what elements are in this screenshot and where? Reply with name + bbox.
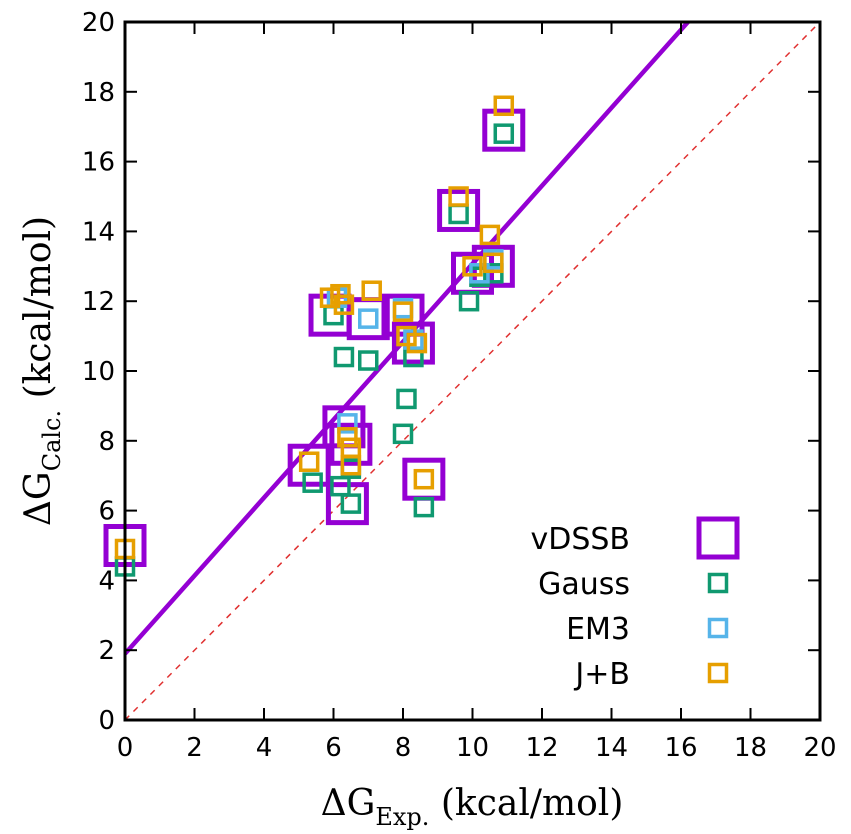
legend-label: Gauss [538, 567, 630, 602]
point-j-b [298, 451, 320, 472]
point-j-b [392, 301, 414, 322]
point-gauss [392, 423, 414, 445]
point-gauss [483, 263, 504, 284]
x-tick-label: 6 [325, 733, 342, 763]
point-j-b [330, 283, 351, 305]
y-tick-label: 6 [98, 497, 115, 527]
y-tick-label: 12 [82, 287, 115, 317]
x-tick-label: 14 [595, 733, 628, 763]
data-points [103, 95, 526, 577]
x-tick-label: 18 [734, 733, 767, 763]
point-j-b [413, 468, 435, 490]
identity-line [125, 22, 820, 720]
y-tick-label: 14 [82, 217, 115, 247]
point-gauss [340, 493, 362, 514]
y-tick-label: 10 [82, 357, 115, 387]
point-gauss [323, 304, 344, 326]
point-gauss [302, 472, 323, 493]
point-gauss [358, 350, 379, 371]
point-gauss [413, 496, 435, 518]
point-vdssb [391, 321, 435, 365]
point-gauss [448, 203, 469, 225]
point-vdssb [287, 443, 331, 487]
legend: vDSSB Gauss EM3 J+B [530, 516, 740, 692]
x-axis-title-unit: (kcal/mol) [429, 783, 623, 824]
legend-label: vDSSB [530, 522, 630, 557]
point-vdssb [482, 108, 526, 152]
point-j-b [479, 224, 501, 246]
point-em3 [337, 413, 358, 434]
axes: 0 2 4 6 8 10 12 14 16 18 20 0 2 4 6 8 10 12 14 16 18 20 [82, 8, 837, 763]
legend-marker [696, 516, 740, 560]
x-tick-label: 2 [186, 733, 203, 763]
point-j-b [406, 332, 428, 354]
x-tick-label: 10 [456, 733, 489, 763]
point-gauss [333, 346, 355, 368]
point-vdssb [381, 293, 425, 337]
x-axis-title-subscript: Exp. [375, 803, 429, 831]
point-gauss [396, 388, 417, 410]
point-gauss [493, 123, 515, 144]
point-vdssb [329, 422, 373, 466]
legend-label: J+B [573, 657, 630, 692]
x-tick-label: 0 [117, 733, 134, 763]
x-tick-label: 4 [256, 733, 273, 763]
point-j-b [462, 256, 483, 277]
x-tick-label: 16 [664, 733, 697, 763]
legend-marker [707, 662, 729, 684]
legend-marker [707, 617, 729, 639]
x-tick-label: 20 [803, 733, 836, 763]
y-tick-label: 0 [98, 706, 115, 736]
point-j-b [333, 294, 355, 315]
x-tick-label: 12 [525, 733, 558, 763]
y-tick-label: 20 [82, 8, 115, 38]
point-gauss [330, 475, 351, 497]
point-j-b [493, 95, 515, 117]
y-axis-title-subscript: Calc. [38, 410, 66, 471]
point-em3 [358, 308, 379, 329]
point-j-b [337, 427, 358, 448]
y-tick-label: 4 [98, 566, 115, 596]
y-axis-title-prefix: ΔG [18, 471, 59, 526]
x-axis-title-prefix: ΔG [321, 783, 376, 824]
reference-lines [125, 22, 820, 720]
point-gauss [458, 290, 480, 312]
y-tick-label: 2 [98, 636, 115, 666]
tick-marks [124, 21, 821, 721]
legend-label: EM3 [566, 612, 630, 647]
y-axis-title-unit: (kcal/mol) [18, 216, 59, 410]
point-vdssb [437, 188, 481, 232]
y-tick-label: 16 [82, 148, 115, 178]
point-j-b [448, 186, 469, 207]
x-axis-title: ΔGExp. (kcal/mol) [321, 783, 624, 831]
point-vdssb [402, 457, 446, 501]
point-j-b [340, 454, 362, 476]
point-j-b [361, 280, 382, 301]
x-tick-label: 8 [395, 733, 412, 763]
point-j-b [483, 252, 504, 274]
y-axis-title: ΔGCalc. (kcal/mol) [18, 216, 66, 526]
legend-marker [707, 572, 729, 594]
y-tick-label: 8 [98, 427, 115, 457]
y-tick-label: 18 [82, 78, 115, 108]
